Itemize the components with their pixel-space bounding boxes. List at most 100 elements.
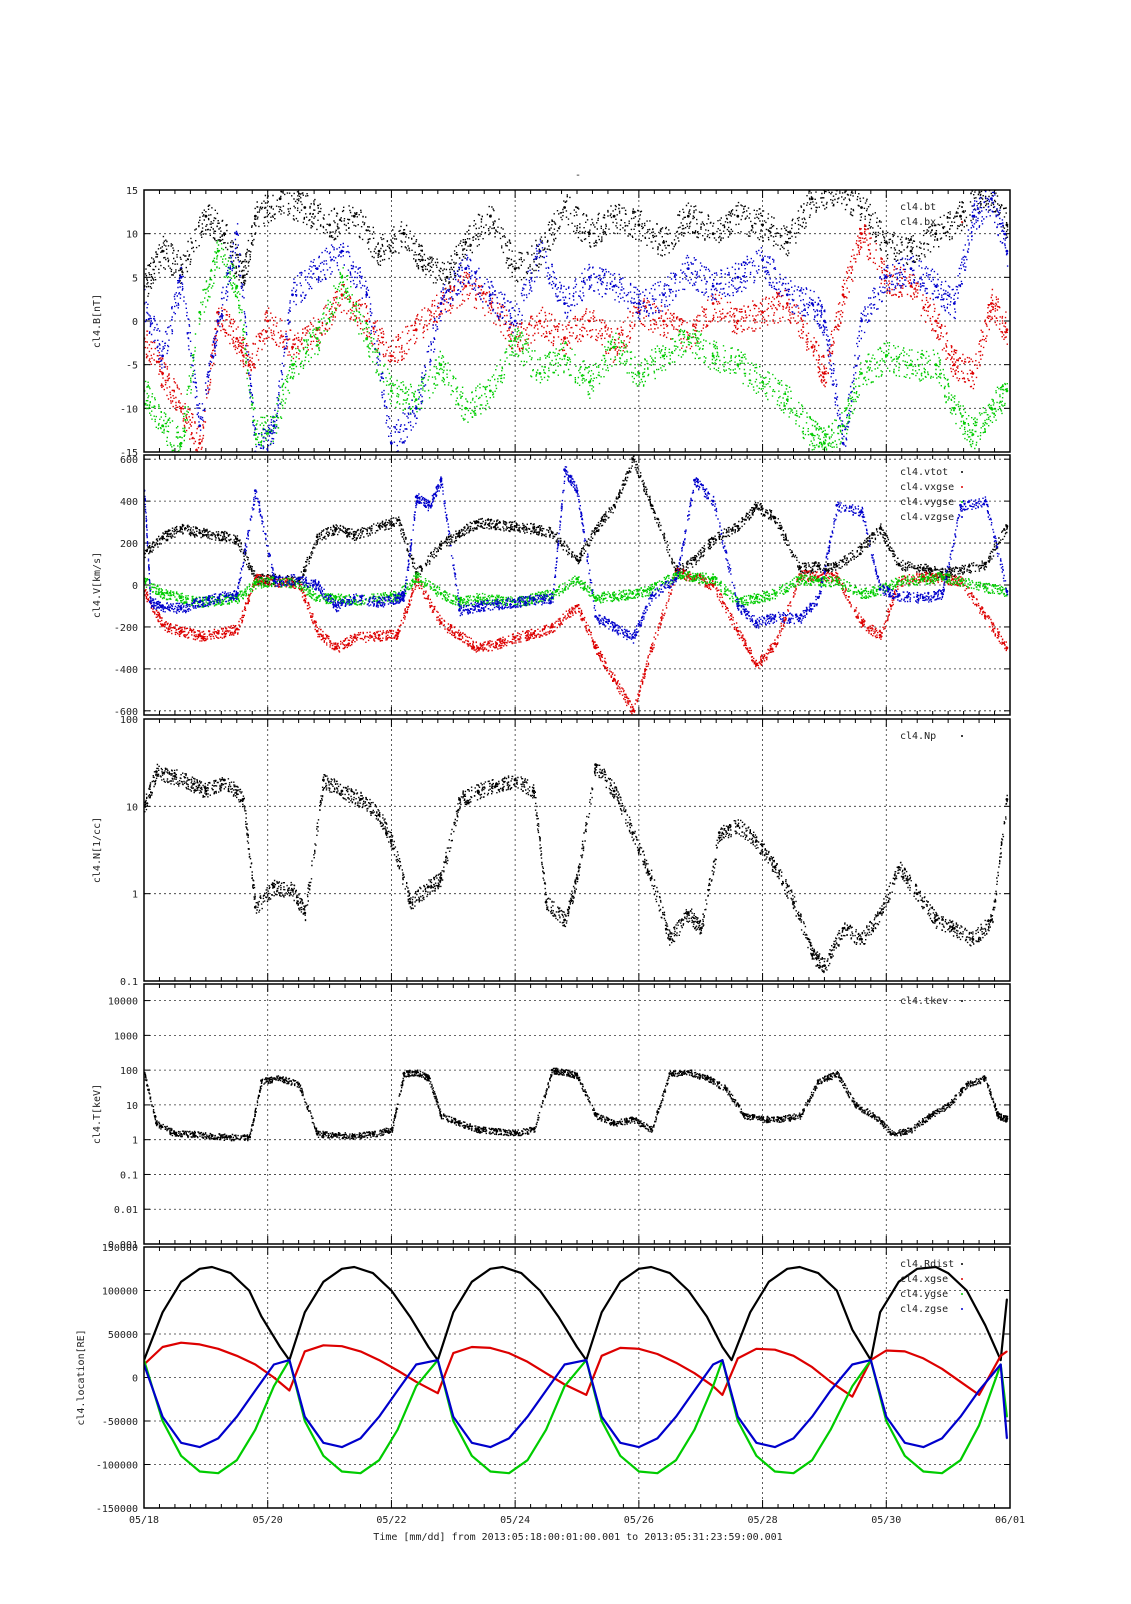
data-point [612, 284, 616, 288]
data-point [315, 629, 319, 633]
series-cl4-Np [144, 763, 1009, 974]
data-point [217, 1472, 219, 1474]
data-point [669, 1272, 671, 1274]
data-point [717, 831, 721, 834]
data-point [304, 1415, 306, 1418]
data-point [421, 258, 424, 262]
data-point [878, 527, 882, 530]
y-tick-label: 0 [132, 317, 138, 328]
time-axis-title: Time [mm/dd] from 2013:05:18:00:01:00.00… [373, 1532, 782, 1543]
legend-entry: cl4.bx [900, 217, 936, 228]
y-tick-label: 10 [126, 802, 138, 813]
panel-frame [143, 454, 1011, 716]
legend-marker [961, 1278, 963, 1280]
data-point [291, 345, 294, 349]
data-layer [144, 190, 1009, 452]
legend-entry: cl4.vzgse [900, 512, 954, 523]
data-point [427, 1346, 430, 1348]
data-point [508, 1472, 510, 1474]
data-point [761, 310, 764, 314]
data-point [1006, 1415, 1008, 1418]
data-point [785, 302, 789, 305]
data-point [180, 1455, 182, 1457]
data-point [693, 1372, 696, 1374]
data-point [489, 389, 492, 393]
data-point [378, 1459, 380, 1461]
data-point [396, 1389, 399, 1392]
y-tick-label: 15 [126, 186, 138, 197]
data-point [390, 1289, 393, 1292]
data-point [829, 1428, 832, 1431]
y-tick-label: -5 [126, 361, 138, 372]
panel-3: 100 10 1 0.1 cl4.N[1/cc] cl4.Np [92, 715, 1011, 988]
data-point [396, 1428, 399, 1431]
data-point [600, 1415, 603, 1418]
data-point [638, 1268, 640, 1270]
data-point [934, 363, 938, 367]
data-point [841, 441, 845, 445]
data-point [315, 267, 319, 270]
legend-marker [961, 1000, 963, 1002]
data-point [352, 214, 356, 218]
data-point [241, 275, 245, 279]
data-point [721, 1394, 724, 1396]
y-tick-label: 50000 [108, 1330, 138, 1341]
data-point [254, 1363, 257, 1366]
data-point [198, 1470, 201, 1473]
data-point [180, 1442, 182, 1444]
data-point [851, 1328, 854, 1331]
data-point [161, 1311, 164, 1314]
data-point [585, 1394, 588, 1396]
data-point [340, 789, 344, 793]
data-point [638, 1446, 640, 1448]
legend-entry: cl4.bt [900, 202, 936, 213]
legend-marker [961, 1293, 963, 1295]
data-point [359, 1437, 362, 1440]
data-point [736, 363, 740, 367]
data-point [526, 1459, 529, 1461]
data-point [600, 1420, 603, 1422]
data-point [656, 1353, 659, 1355]
series-green [144, 240, 1009, 452]
data-point [322, 1281, 325, 1283]
y-axis-title: cl4.V[km/s] [92, 552, 103, 618]
data-point [538, 249, 542, 253]
data-point [638, 1470, 640, 1473]
data-point [897, 1281, 900, 1283]
data-point [513, 319, 517, 323]
x-tick-label: 05/20 [253, 1515, 283, 1526]
y-axis-title: cl4.B[nT] [92, 294, 103, 348]
data-point [768, 1281, 770, 1283]
data-point [341, 1470, 343, 1473]
series-cl4-vxgse [144, 567, 1009, 715]
data-point [437, 1359, 439, 1361]
data-point [173, 775, 177, 778]
data-point [798, 577, 802, 581]
data-point [192, 782, 195, 786]
data-point [959, 568, 962, 572]
legend-marker [961, 501, 963, 503]
data-point [841, 424, 845, 428]
data-point [236, 1355, 238, 1357]
panel-frame [143, 189, 1011, 453]
y-tick-label: 1 [132, 1136, 138, 1147]
data-point [539, 1289, 541, 1292]
data-point [761, 380, 764, 384]
y-tick-label: -100000 [96, 1461, 138, 1472]
data-point [612, 214, 616, 218]
data-point [662, 241, 665, 244]
data-point [1005, 249, 1009, 253]
data-point [693, 1428, 696, 1431]
data-point [217, 1348, 219, 1350]
data-point [904, 1455, 906, 1457]
data-point [811, 1366, 813, 1368]
data-point [254, 1428, 257, 1431]
data-point [984, 1324, 987, 1327]
data-point [378, 1415, 380, 1418]
legend-entry: cl4.Rdist [900, 1259, 954, 1270]
x-tick-label: 05/26 [624, 1515, 654, 1526]
data-point [940, 575, 944, 578]
data-point [471, 1281, 473, 1283]
legend-marker [961, 735, 963, 737]
data-point [563, 1363, 566, 1366]
